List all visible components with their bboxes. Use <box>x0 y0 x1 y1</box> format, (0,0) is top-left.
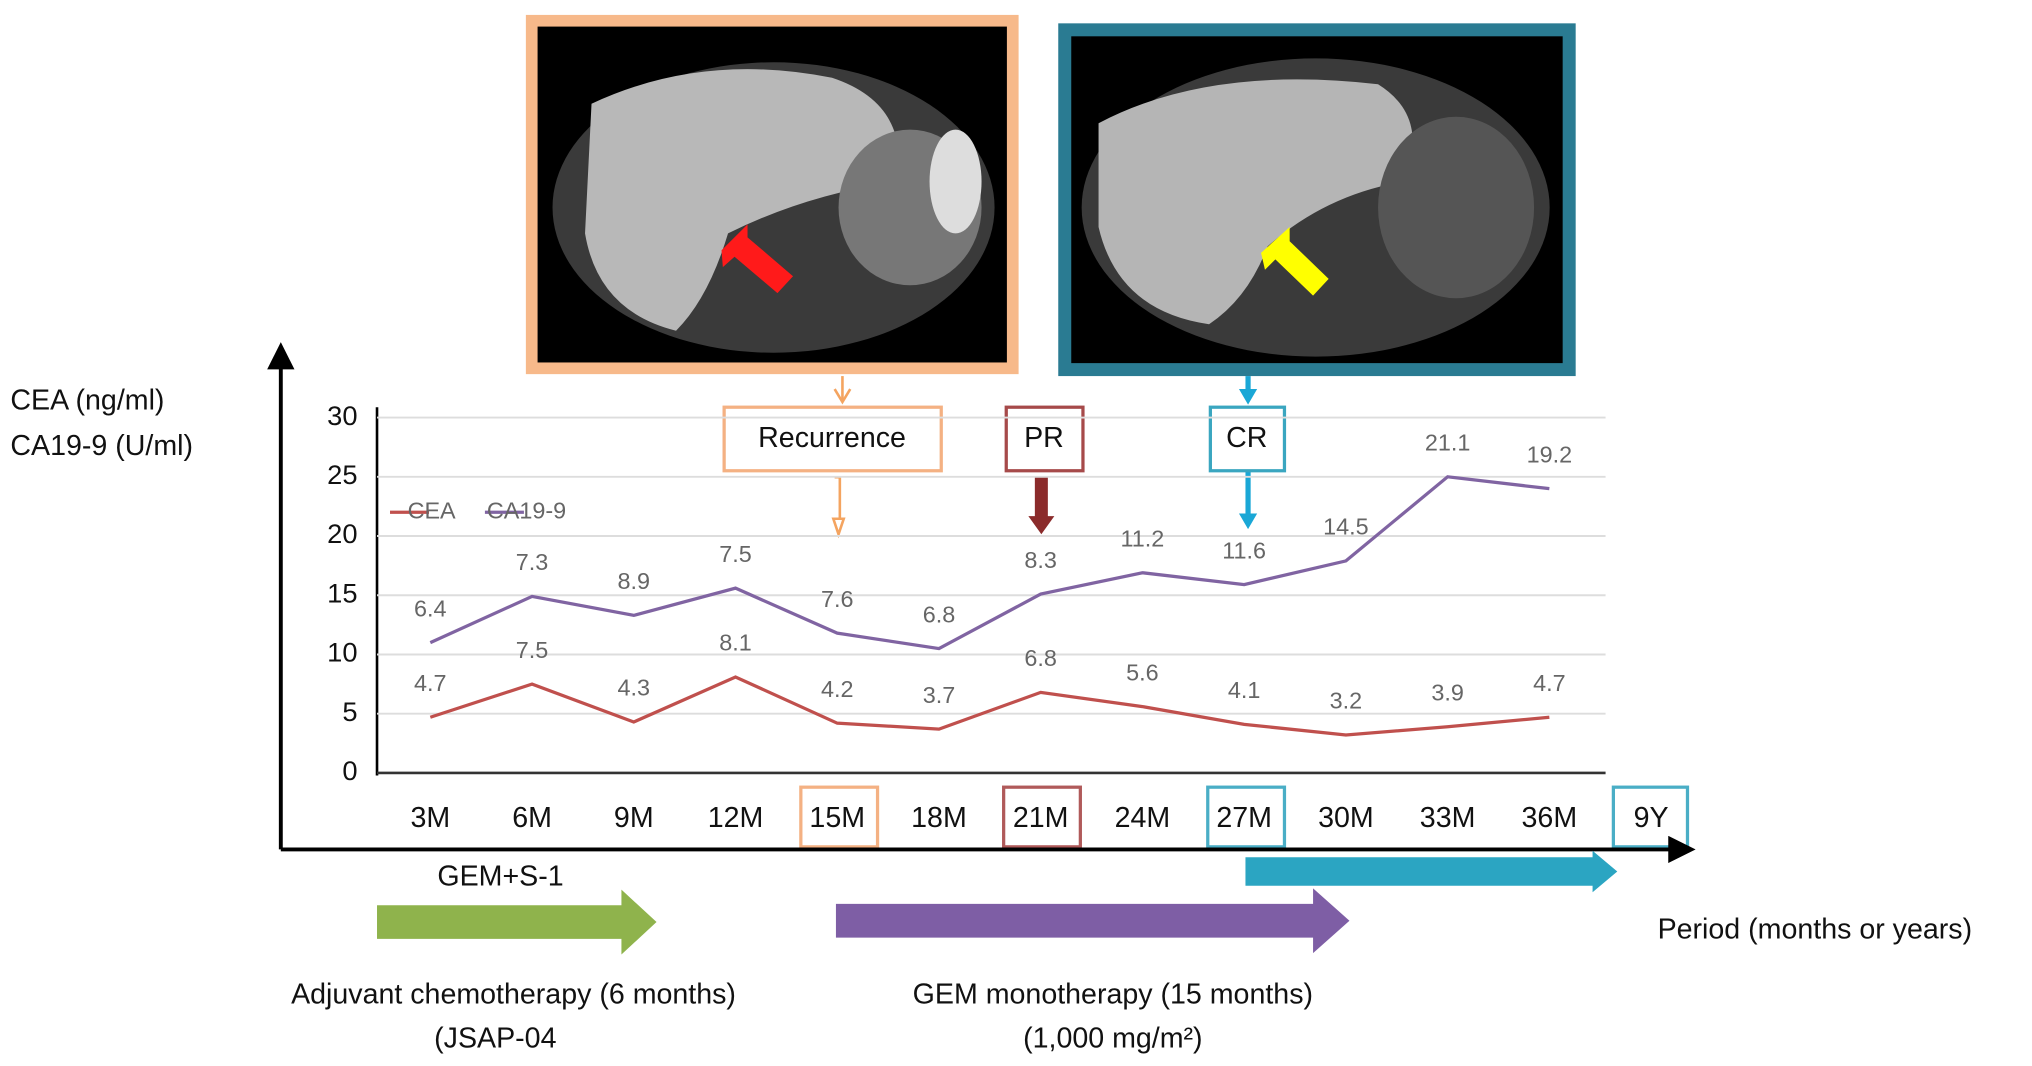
data-label: 3.7 <box>923 682 956 708</box>
event-label: PR <box>1024 422 1064 454</box>
data-label: 3.2 <box>1330 688 1363 714</box>
y-tick-label: 5 <box>342 696 357 727</box>
therapy-arrow <box>835 888 1350 954</box>
therapy-arrow <box>1245 850 1618 893</box>
x-tick-label: 27M <box>1216 802 1272 834</box>
data-label: 7.6 <box>821 586 854 612</box>
x-tick-label: 36M <box>1522 802 1578 834</box>
legend-label: CA19-9 <box>487 497 566 523</box>
category-highlight <box>799 785 880 849</box>
data-label: 4.3 <box>618 675 651 701</box>
data-label: 3.9 <box>1431 679 1464 705</box>
plot: 0 5 10 15 20 25 30 3M 6M 9M 12M 15M 18M 21M 24M 27M 30M 3… <box>327 400 1668 834</box>
x-tick-label: 9Y <box>1634 802 1669 834</box>
data-label: 4.7 <box>414 670 447 696</box>
therapy-desc: Adjuvant chemotherapy (6 months) <box>291 979 736 1011</box>
data-label: 8.1 <box>719 630 752 656</box>
data-label: 7.3 <box>516 549 549 575</box>
therapy-name: GEM+S-1 <box>437 861 563 893</box>
x-tick-label: 21M <box>1013 802 1069 834</box>
data-label: 6.8 <box>923 601 956 627</box>
event-label: Recurrence <box>758 422 906 454</box>
data-label: 4.7 <box>1533 670 1566 696</box>
x-tick-label: 30M <box>1318 802 1374 834</box>
mri-cr <box>1058 23 1576 377</box>
data-label: 8.3 <box>1024 547 1057 573</box>
mri-recurrence <box>525 14 1019 375</box>
x-tick-label: 24M <box>1115 802 1171 834</box>
x-tick-label: 15M <box>809 802 865 834</box>
data-label: 7.5 <box>719 541 752 567</box>
y-tick-label: 25 <box>327 459 357 490</box>
therapy-desc: GEM monotherapy (15 months) <box>913 979 1313 1011</box>
y-axis-label: CEA (ng/ml) <box>10 385 164 417</box>
data-label: 14.5 <box>1323 514 1369 540</box>
event-label: CR <box>1226 422 1267 454</box>
y-tick-label: 20 <box>327 518 357 549</box>
x-tick-label: 9M <box>614 802 654 834</box>
x-tick-label: 6M <box>512 802 552 834</box>
x-tick-label: 3M <box>410 802 450 834</box>
therapy-desc: (JSAP-04 <box>434 1023 556 1055</box>
y-axis-label: CA19-9 (U/ml) <box>10 430 193 462</box>
x-axis-label: Period (months or years) <box>1658 914 1973 946</box>
y-tick-label: 30 <box>327 400 357 431</box>
data-label: 4.1 <box>1228 677 1261 703</box>
series-line <box>429 675 1550 737</box>
therapy-arrow <box>377 889 657 955</box>
series-line <box>429 475 1550 651</box>
event-connectors <box>831 376 1258 539</box>
x-tick-label: 12M <box>708 802 764 834</box>
category-highlight <box>1002 785 1082 849</box>
data-label: 8.9 <box>618 568 651 594</box>
data-label: 11.2 <box>1121 526 1165 552</box>
category-highlight <box>1206 785 1287 849</box>
x-tick-label: 33M <box>1420 802 1476 834</box>
therapy-desc: (1,000 mg/m²) <box>1023 1023 1202 1055</box>
data-label: 6.8 <box>1024 645 1057 671</box>
legend-label: CEA <box>408 497 457 523</box>
y-tick-label: 0 <box>342 755 357 786</box>
data-label: 5.6 <box>1126 659 1159 685</box>
data-label: 19.2 <box>1527 441 1573 467</box>
data-label: 7.5 <box>516 637 549 663</box>
data-label: 6.4 <box>414 595 447 621</box>
category-highlight <box>1611 785 1690 849</box>
y-tick-label: 15 <box>327 577 357 608</box>
x-tick-label: 18M <box>911 802 967 834</box>
data-label: 4.2 <box>821 676 854 702</box>
y-tick-label: 10 <box>327 637 357 668</box>
data-label: 21.1 <box>1425 430 1471 456</box>
data-label: 11.6 <box>1222 537 1266 563</box>
